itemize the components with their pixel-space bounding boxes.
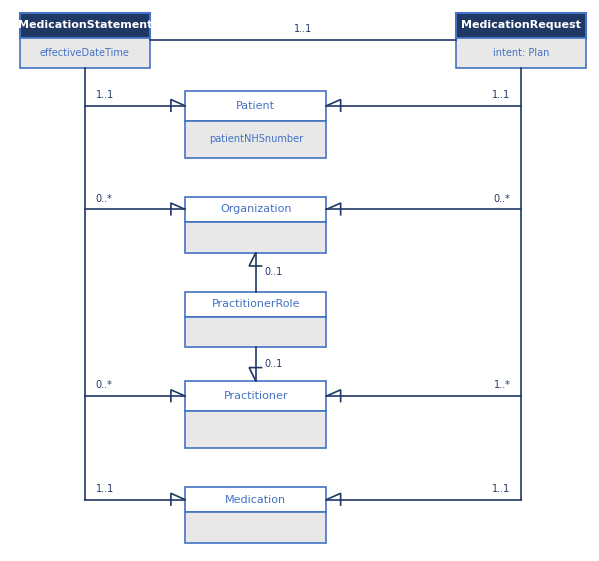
Text: effectiveDateTime: effectiveDateTime bbox=[40, 48, 130, 58]
FancyBboxPatch shape bbox=[185, 411, 326, 448]
Text: 0..1: 0..1 bbox=[265, 267, 283, 277]
Text: 1..*: 1..* bbox=[494, 380, 510, 390]
FancyBboxPatch shape bbox=[456, 38, 586, 68]
Text: MedicationStatement: MedicationStatement bbox=[17, 20, 152, 30]
Text: 0..1: 0..1 bbox=[265, 359, 283, 369]
Text: PractitionerRole: PractitionerRole bbox=[211, 299, 300, 309]
FancyBboxPatch shape bbox=[185, 381, 326, 411]
Text: Practitioner: Practitioner bbox=[223, 391, 288, 401]
FancyBboxPatch shape bbox=[185, 487, 326, 512]
FancyBboxPatch shape bbox=[185, 91, 326, 121]
FancyBboxPatch shape bbox=[185, 121, 326, 158]
FancyBboxPatch shape bbox=[185, 512, 326, 543]
Text: 0..*: 0..* bbox=[494, 194, 510, 204]
Text: Organization: Organization bbox=[220, 204, 292, 214]
FancyBboxPatch shape bbox=[20, 12, 150, 38]
Text: Medication: Medication bbox=[225, 495, 286, 504]
Text: 1..1: 1..1 bbox=[492, 90, 510, 100]
Text: MedicationRequest: MedicationRequest bbox=[461, 20, 581, 30]
Text: intent: Plan: intent: Plan bbox=[493, 48, 549, 58]
Text: 1..1: 1..1 bbox=[95, 484, 114, 494]
FancyBboxPatch shape bbox=[185, 292, 326, 317]
FancyBboxPatch shape bbox=[185, 222, 326, 252]
Text: 0..*: 0..* bbox=[95, 194, 113, 204]
FancyBboxPatch shape bbox=[456, 12, 586, 38]
FancyBboxPatch shape bbox=[185, 317, 326, 347]
Text: Patient: Patient bbox=[236, 101, 276, 111]
Text: 0..*: 0..* bbox=[95, 380, 113, 390]
Text: 1..1: 1..1 bbox=[294, 24, 312, 34]
FancyBboxPatch shape bbox=[185, 197, 326, 222]
Text: 1..1: 1..1 bbox=[492, 484, 510, 494]
Text: patientNHSnumber: patientNHSnumber bbox=[208, 134, 303, 144]
Text: 1..1: 1..1 bbox=[95, 90, 114, 100]
FancyBboxPatch shape bbox=[20, 38, 150, 68]
